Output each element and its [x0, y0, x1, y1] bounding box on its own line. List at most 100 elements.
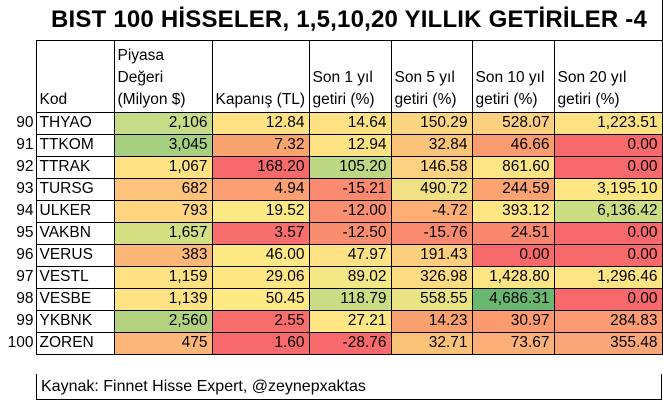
cell-kapanis: 1.60: [211, 331, 310, 355]
header-son10: Son 10 yıl getiri (%): [471, 40, 555, 113]
cell-piyasa: 2,106: [113, 111, 213, 135]
cell-son1: -28.76: [308, 331, 392, 355]
cell-son5: 191.43: [390, 243, 473, 267]
header-son5: Son 5 yıl getiri (%): [390, 40, 473, 113]
cell-son1: 27.21: [308, 309, 392, 333]
table-row: 97 VESTL 1,159 29.06 89.02 326.98 1,428.80 1,29…: [0, 265, 663, 289]
cell-kod: YKBNK: [35, 309, 115, 333]
cell-kod: TURSG: [35, 177, 115, 201]
header-son20-line1: Son 20 yıl: [557, 68, 627, 86]
cell-piyasa: 3,045: [113, 133, 213, 157]
cell-kod: VAKBN: [35, 221, 115, 245]
cell-son5: -15.76: [390, 221, 473, 245]
cell-son10: 244.59: [471, 177, 555, 201]
row-index: 100: [7, 334, 34, 351]
cell-son1: -15.21: [308, 177, 392, 201]
cell-son10: 393.12: [471, 199, 555, 223]
cell-son1: 14.64: [308, 111, 392, 135]
source-note: Kaynak: Finnet Hisse Expert, @zeynepxakt…: [36, 374, 662, 400]
cell-son20: 1,223.51: [553, 111, 663, 135]
index-header: [0, 40, 36, 112]
cell-son5: 32.84: [390, 133, 473, 157]
cell-piyasa: 383: [113, 243, 213, 267]
cell-son20: 0.00: [553, 287, 663, 311]
cell-son5: 326.98: [390, 265, 473, 289]
row-index: 97: [16, 268, 34, 285]
cell-son10: 861.60: [471, 155, 555, 179]
header-kapanis: Kapanış (TL): [211, 40, 310, 113]
header-son10-line1: Son 10 yıl: [475, 68, 545, 86]
cell-son1: -12.00: [308, 199, 392, 223]
cell-piyasa: 1,067: [113, 155, 213, 179]
cell-son10: 73.67: [471, 331, 555, 355]
table-row: 95 VAKBN 1,657 3.57 -12.50 -15.76 24.51 0.00: [0, 221, 663, 245]
row-index: 91: [16, 136, 34, 153]
header-son5-line2: getiri (%): [394, 90, 457, 108]
row-index: 90: [16, 114, 34, 131]
header-piyasa-line3: (Milyon $): [117, 90, 186, 108]
header-son20: Son 20 yıl getiri (%): [553, 40, 663, 113]
table-row: 93 TURSG 682 4.94 -15.21 490.72 244.59 3,195.10: [0, 177, 663, 201]
cell-son10: 1,428.80: [471, 265, 555, 289]
cell-kapanis: 12.84: [211, 111, 310, 135]
header-son5-line1: Son 5 yıl: [394, 68, 455, 86]
cell-kod: ZOREN: [35, 331, 115, 355]
header-kod: Kod: [35, 40, 115, 113]
cell-son20: 355.48: [553, 331, 663, 355]
header-kapanis-label: Kapanış (TL): [215, 90, 306, 108]
cell-son20: 1,296.46: [553, 265, 663, 289]
table-row: 94 ULKER 793 19.52 -12.00 -4.72 393.12 6,136.42: [0, 199, 663, 223]
table-body: 90 THYAO 2,106 12.84 14.64 150.29 528.07 1,223.…: [0, 111, 663, 355]
cell-kapanis: 19.52: [211, 199, 310, 223]
cell-kapanis: 2.55: [211, 309, 310, 333]
cell-piyasa: 1,159: [113, 265, 213, 289]
cell-kapanis: 7.32: [211, 133, 310, 157]
cell-son5: 146.58: [390, 155, 473, 179]
cell-kapanis: 50.45: [211, 287, 310, 311]
cell-son1: 118.79: [308, 287, 392, 311]
cell-piyasa: 793: [113, 199, 213, 223]
cell-kapanis: 3.57: [211, 221, 310, 245]
cell-son20: 0.00: [553, 155, 663, 179]
cell-piyasa: 2,560: [113, 309, 213, 333]
cell-son5: 490.72: [390, 177, 473, 201]
cell-son20: 3,195.10: [553, 177, 663, 201]
header-son10-line2: getiri (%): [475, 90, 538, 108]
header-kod-label: Kod: [39, 90, 68, 108]
cell-son10: 528.07: [471, 111, 555, 135]
header-son1-line1: Son 1 yıl: [312, 68, 373, 86]
cell-kapanis: 168.20: [211, 155, 310, 179]
cell-kod: VESBE: [35, 287, 115, 311]
cell-son1: -12.50: [308, 221, 392, 245]
cell-son20: 0.00: [553, 243, 663, 267]
cell-son10: 30.97: [471, 309, 555, 333]
cell-son20: 0.00: [553, 133, 663, 157]
row-index: 95: [16, 224, 34, 241]
cell-kapanis: 29.06: [211, 265, 310, 289]
cell-son1: 47.97: [308, 243, 392, 267]
header-piyasa: Piyasa Değeri (Milyon $): [113, 40, 213, 113]
header-row: Kod Piyasa Değeri (Milyon $) Kapanış (TL…: [0, 40, 663, 113]
cell-son5: 32.71: [390, 331, 473, 355]
header-son20-line2: getiri (%): [557, 90, 620, 108]
cell-piyasa: 1,139: [113, 287, 213, 311]
cell-son5: -4.72: [390, 199, 473, 223]
cell-son10: 0.00: [471, 243, 555, 267]
header-son1-line2: getiri (%): [312, 90, 375, 108]
cell-son20: 284.83: [553, 309, 663, 333]
cell-son1: 89.02: [308, 265, 392, 289]
cell-kapanis: 46.00: [211, 243, 310, 267]
table-row: 99 YKBNK 2,560 2.55 27.21 14.23 30.97 284.83: [0, 309, 663, 333]
cell-piyasa: 475: [113, 331, 213, 355]
returns-table: Kod Piyasa Değeri (Milyon $) Kapanış (TL…: [0, 40, 663, 355]
cell-son5: 558.55: [390, 287, 473, 311]
table-row: 100 ZOREN 475 1.60 -28.76 32.71 73.67 355.48: [0, 331, 663, 355]
cell-kod: ULKER: [35, 199, 115, 223]
table-row: 92 TTRAK 1,067 168.20 105.20 146.58 861.60 0.00: [0, 155, 663, 179]
cell-kod: TTRAK: [35, 155, 115, 179]
cell-kod: TTKOM: [35, 133, 115, 157]
cell-son1: 12.94: [308, 133, 392, 157]
table-row: 98 VESBE 1,139 50.45 118.79 558.55 4,686.31 0.0…: [0, 287, 663, 311]
cell-son5: 150.29: [390, 111, 473, 135]
row-index: 99: [16, 312, 34, 329]
